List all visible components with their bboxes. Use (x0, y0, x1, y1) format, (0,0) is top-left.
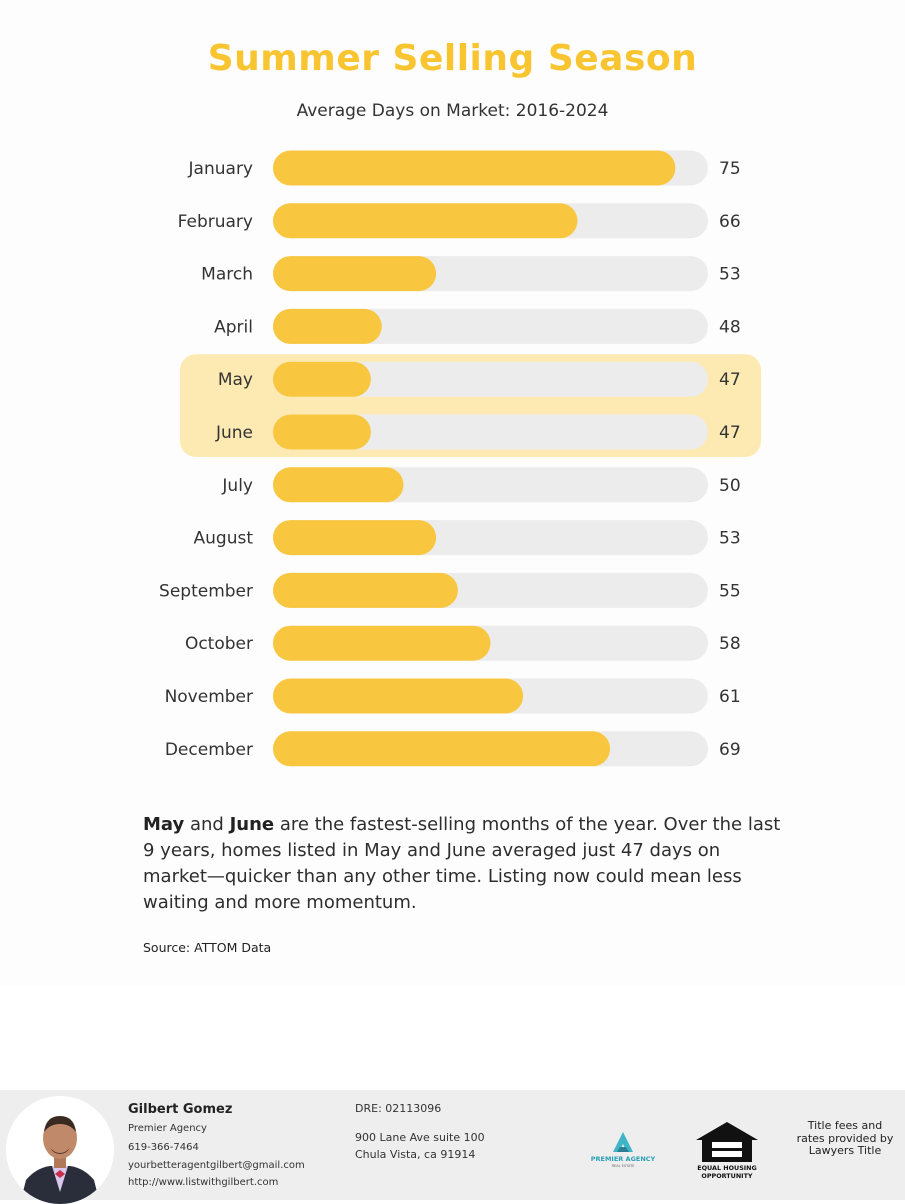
eho-line1: EQUAL HOUSING (697, 1164, 757, 1172)
dre-number: DRE: 02113096 (355, 1102, 442, 1115)
bar-february (273, 203, 578, 239)
eho-line2: OPPORTUNITY (701, 1172, 753, 1180)
category-label-may: May (218, 370, 253, 390)
title-fees-disclaimer: Title fees and rates provided by Lawyers… (796, 1119, 894, 1157)
value-label-september: 55 (719, 581, 741, 601)
category-label-august: August (194, 529, 254, 549)
agent-name: Gilbert Gomez (128, 1102, 233, 1117)
agent-email[interactable]: yourbetteragentgilbert@gmail.com (128, 1160, 305, 1171)
value-label-july: 50 (719, 476, 741, 496)
value-label-may: 47 (719, 370, 741, 390)
bar-march (273, 256, 437, 292)
bar-april (273, 308, 382, 344)
caption-bold-june: June (229, 814, 275, 835)
category-label-april: April (214, 317, 253, 337)
bar-november (273, 678, 524, 714)
value-label-november: 61 (719, 687, 741, 707)
caption-body: are the fastest-selling months of the ye… (143, 814, 781, 913)
agent-phone[interactable]: 619-366-7464 (128, 1142, 199, 1153)
bar-track-may (273, 361, 708, 397)
premier-logo-line2: REAL ESTATE (612, 1164, 635, 1168)
premier-logo-line1: PREMIER AGENCY (591, 1155, 656, 1163)
chart-title: Summer Selling Season (207, 38, 698, 79)
address-line1: 900 Lane Ave suite 100 (355, 1131, 485, 1144)
equal-housing-logo: EQUAL HOUSING OPPORTUNITY (692, 1120, 762, 1180)
agent-website[interactable]: http://www.listwithgilbert.com (128, 1177, 279, 1188)
bar-track-april (273, 308, 708, 344)
category-label-october: October (185, 634, 253, 654)
address-line2: Chula Vista, ca 91914 (355, 1148, 476, 1161)
bar-chart: January 75 February 66 March 53 April 48 May 47 Ju… (159, 150, 761, 767)
category-label-september: September (159, 581, 253, 601)
category-label-march: March (201, 265, 253, 285)
bar-december (273, 731, 611, 767)
category-label-november: November (165, 687, 253, 707)
infographic-card: Summer Selling Season Average Days on Ma… (143, 38, 783, 955)
bar-january (273, 150, 676, 186)
chart-subtitle: Average Days on Market: 2016-2024 (296, 101, 609, 121)
bar-september (273, 572, 458, 608)
source-note: Source: ATTOM Data (143, 940, 272, 955)
bar-track-june (273, 414, 708, 450)
bar-july (273, 467, 404, 503)
value-label-october: 58 (719, 634, 741, 654)
value-label-march: 53 (719, 265, 741, 285)
category-label-february: February (178, 212, 253, 232)
bar-june (273, 414, 371, 450)
category-label-january: January (188, 159, 253, 179)
value-label-april: 48 (719, 317, 741, 337)
category-label-december: December (165, 740, 253, 760)
bar-october (273, 625, 491, 661)
caption-and: and (184, 814, 230, 835)
premier-agency-logo: PREMIER AGENCY REAL ESTATE (583, 1130, 663, 1170)
category-label-july: July (221, 476, 253, 496)
value-label-june: 47 (719, 423, 741, 443)
value-label-january: 75 (719, 159, 741, 179)
agent-footer: Gilbert Gomez Premier Agency 619-366-746… (0, 1090, 905, 1204)
value-label-february: 66 (719, 212, 741, 232)
agent-photo (6, 1096, 114, 1204)
caption-bold-may: May (143, 814, 185, 835)
value-label-december: 69 (719, 740, 741, 760)
bar-may (273, 361, 371, 397)
bar-august (273, 520, 437, 556)
value-label-august: 53 (719, 529, 741, 549)
category-label-june: June (215, 423, 253, 443)
agent-agency: Premier Agency (128, 1123, 207, 1134)
caption-text: May and June are the fastest-selling mon… (143, 812, 783, 916)
